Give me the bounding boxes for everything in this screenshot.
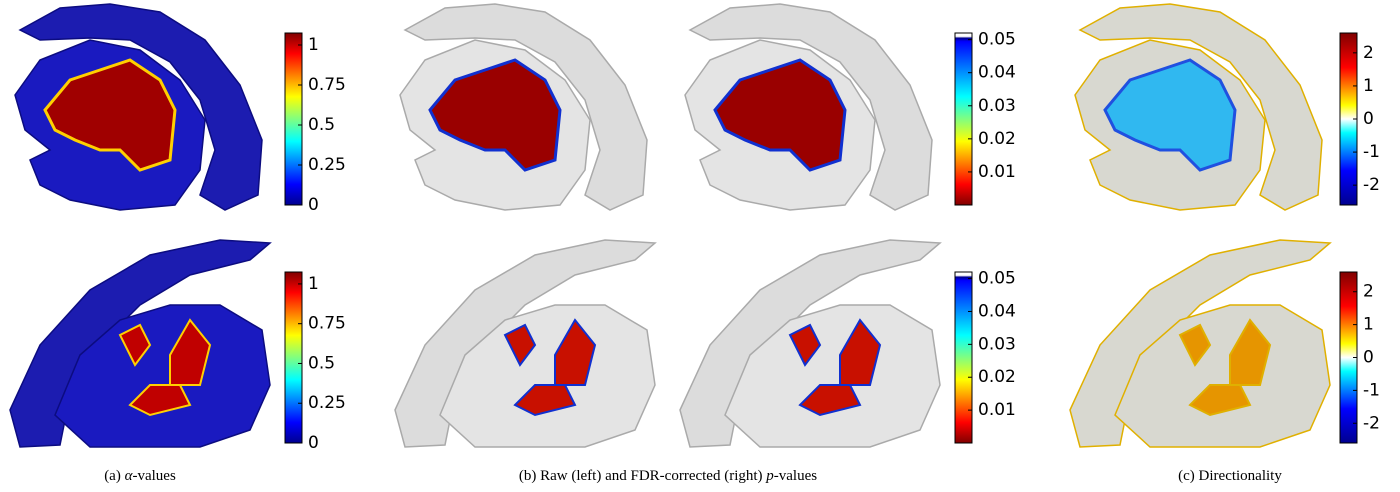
colorbar-tick-label: 0.01	[978, 162, 1016, 182]
colorbar-tick-label: -2	[1363, 175, 1380, 195]
colorbar	[285, 272, 302, 443]
colorbar-tick-label: -1	[1363, 142, 1380, 162]
figure: 1 0.75 0.5 0.25 0 1 0.75 0.5 0.25 0 0.05 0.04 0.03 0.…	[0, 0, 1400, 492]
colorbar-tick-label: 1	[308, 35, 319, 55]
colorbar-tick-label: 0.5	[308, 115, 335, 135]
caption-b: (b) Raw (left) and FDR-corrected (right)…	[519, 468, 817, 484]
alpha-render-bottom	[10, 240, 270, 447]
colorbar-tick-label: 0.05	[978, 269, 1016, 289]
colorbar-tick-label: 0.25	[308, 393, 346, 413]
direction-render-bottom	[1070, 240, 1330, 447]
fdr-p-render-bottom	[680, 240, 940, 447]
colorbar-tick-label: 0.04	[978, 63, 1016, 83]
colorbar-tick-label: 0.25	[308, 155, 346, 175]
colorbar-tick-label: 2	[1363, 282, 1374, 302]
colorbar	[955, 272, 972, 443]
colorbar-tick-label: 0	[308, 433, 319, 453]
colorbar-tick-label: 0.04	[978, 301, 1016, 321]
colorbar	[955, 33, 972, 205]
colorbar-tick-label: 0.05	[978, 30, 1016, 50]
colorbar-tick-label: 0	[1363, 109, 1374, 129]
raw-p-render-bottom	[395, 240, 655, 447]
caption-c: (c) Directionality	[1178, 468, 1282, 484]
colorbar-tick-label: 0.5	[308, 353, 335, 373]
colorbar-tick-label: -1	[1363, 380, 1380, 400]
caption-a: (a) α-values	[104, 468, 176, 484]
colorbar-tick-label: 1	[1363, 315, 1374, 335]
alpha-render-top	[15, 4, 262, 210]
fdr-p-render-top	[685, 4, 932, 210]
colorbar-tick-label: 0.02	[978, 367, 1016, 387]
colorbar-tick-label: 1	[1363, 76, 1374, 96]
colorbar-tick-label: 0.03	[978, 334, 1016, 354]
colorbar-tick-label: 0.75	[308, 314, 346, 334]
colorbar-tick-label: 0.03	[978, 96, 1016, 116]
colorbar-tick-label: 0.75	[308, 75, 346, 95]
colorbar-tick-label: -2	[1363, 413, 1380, 433]
colorbar-tick-label: 2	[1363, 43, 1374, 63]
colorbar	[285, 33, 302, 205]
brain-renders	[10, 4, 1330, 447]
colorbar-tick-label: 1	[308, 274, 319, 294]
colorbar-tick-label: 0	[1363, 348, 1374, 368]
colorbar-tick-label: 0.01	[978, 400, 1016, 420]
direction-render-top	[1075, 4, 1322, 210]
raw-p-render-top	[400, 4, 647, 210]
colorbar-tick-label: 0.02	[978, 129, 1016, 149]
colorbar-tick-label: 0	[308, 195, 319, 215]
